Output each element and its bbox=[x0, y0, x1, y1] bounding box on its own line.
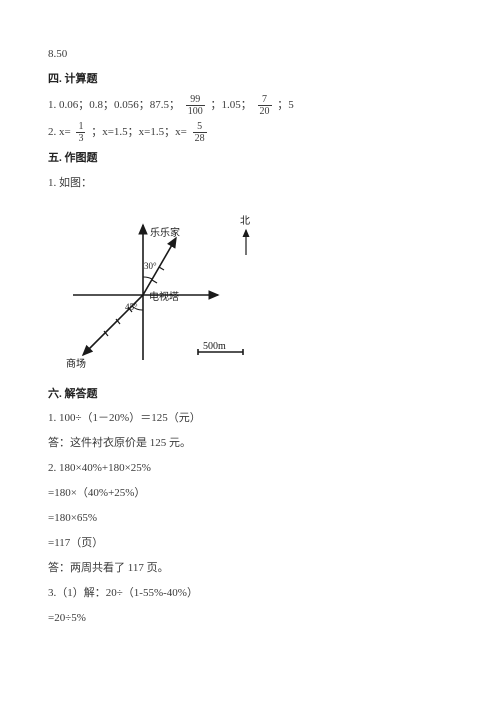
section-5-title: 五. 作图题 bbox=[48, 148, 452, 169]
label-tower: 电视塔 bbox=[149, 288, 179, 307]
sec6-line: =180×65% bbox=[48, 508, 452, 529]
label-home: 乐乐家 bbox=[150, 224, 180, 243]
section-4-title: 四. 计算题 bbox=[48, 69, 452, 90]
sec6-line: =117（页） bbox=[48, 533, 452, 554]
frac-1-3: 1 3 bbox=[76, 121, 85, 144]
sec4-l1a: 1. 0.06；0.8；0.056；87.5； bbox=[48, 99, 180, 111]
answer-8: 8.50 bbox=[48, 44, 452, 65]
frac-num: 99 bbox=[186, 94, 205, 106]
sec6-line: 3.（1）解：20÷（1-55%-40%） bbox=[48, 583, 452, 604]
frac-num: 7 bbox=[258, 94, 272, 106]
frac-num: 1 bbox=[76, 121, 85, 133]
frac-99-100: 99 100 bbox=[186, 94, 205, 117]
frac-5-28: 5 28 bbox=[193, 121, 207, 144]
frac-den: 20 bbox=[258, 106, 272, 117]
sec6-line: =180×（40%+25%） bbox=[48, 483, 452, 504]
sec4-l2b: ；x=1.5；x=1.5；x= bbox=[91, 126, 187, 138]
sec4-l2a: 2. x= bbox=[48, 126, 71, 138]
frac-num: 5 bbox=[193, 121, 207, 133]
label-north: 北 bbox=[240, 212, 250, 231]
frac-den: 28 bbox=[193, 133, 207, 144]
label-mall: 商场 bbox=[66, 355, 86, 374]
sec6-lines: 1. 100÷（1－20%）＝125（元） 答：这件衬衣原价是 125 元。 2. … bbox=[48, 408, 452, 628]
sec5-l1: 1. 如图： bbox=[48, 173, 452, 194]
sec6-line: 2. 180×40%+180×25% bbox=[48, 458, 452, 479]
sec6-line: 答：这件衬衣原价是 125 元。 bbox=[48, 433, 452, 454]
sec4-l1c: ；5 bbox=[277, 99, 294, 111]
sec6-line: =20÷5% bbox=[48, 608, 452, 629]
sec6-line: 答：两周共看了 117 页。 bbox=[48, 558, 452, 579]
sec4-line2: 2. x= 1 3 ；x=1.5；x=1.5；x= 5 28 bbox=[48, 121, 452, 144]
label-scale: 500m bbox=[203, 337, 226, 356]
label-30: 30° bbox=[144, 258, 157, 275]
frac-den: 3 bbox=[76, 133, 85, 144]
label-45: 45° bbox=[125, 299, 138, 316]
sec6-line: 1. 100÷（1－20%）＝125（元） bbox=[48, 408, 452, 429]
section-6-title: 六. 解答题 bbox=[48, 384, 452, 405]
frac-den: 100 bbox=[186, 106, 205, 117]
frac-7-20: 7 20 bbox=[258, 94, 272, 117]
sec4-line1: 1. 0.06；0.8；0.056；87.5； 99 100 ；1.05； 7 … bbox=[48, 94, 452, 117]
compass-diagram: 北 乐乐家 30° 电视塔 45° 商场 500m bbox=[48, 200, 268, 380]
sec4-l1b: ；1.05； bbox=[211, 99, 252, 111]
